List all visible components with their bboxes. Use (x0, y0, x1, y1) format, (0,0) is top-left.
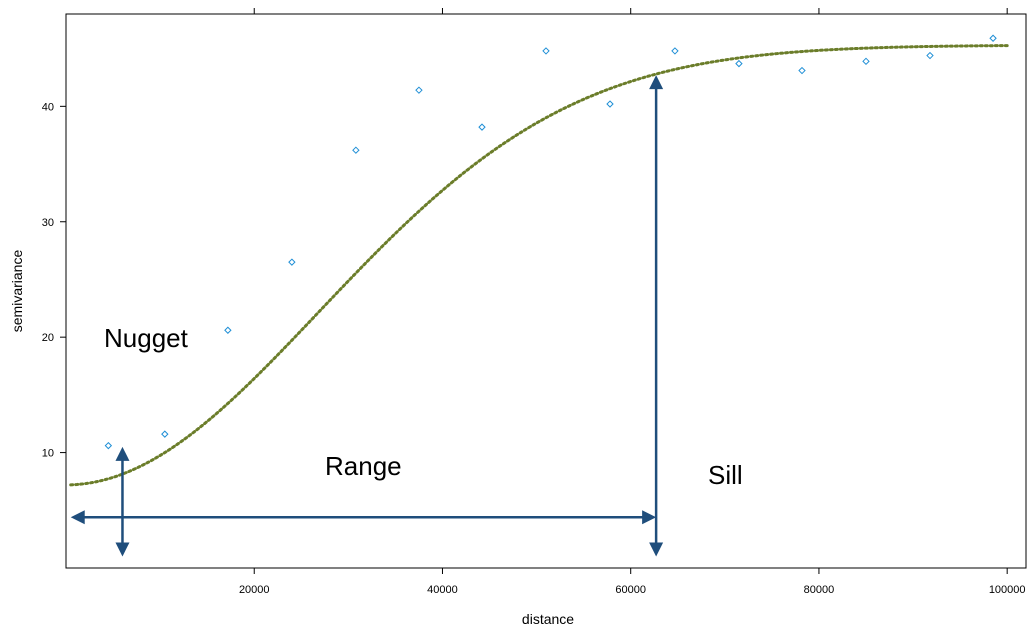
fitted-curve-layer (69, 44, 1009, 487)
data-point (542, 47, 550, 55)
y-tick-label: 40 (42, 101, 54, 113)
data-points-layer (104, 34, 997, 450)
data-point (798, 66, 806, 75)
data-point (862, 57, 870, 66)
data-point (478, 123, 486, 131)
x-tick-label: 60000 (615, 584, 646, 596)
nugget-label: Nugget (104, 323, 189, 353)
y-axis-title: semivariance (9, 250, 25, 333)
annotation-arrows-layer (70, 75, 664, 557)
fitted-model-curve (69, 44, 1009, 487)
data-point (352, 146, 360, 154)
data-point (161, 430, 169, 438)
x-tick-label: 40000 (427, 584, 458, 596)
data-point (606, 100, 614, 108)
x-axis-title: distance (522, 611, 574, 627)
sill-arrow-head-bottom (649, 542, 664, 557)
range-arrow-head-left (70, 510, 85, 525)
sill-arrow-head-top (649, 75, 664, 90)
data-point (288, 258, 296, 266)
x-axis: 20000 40000 60000 80000 100000 (239, 8, 1026, 596)
nugget-arrow-head-bottom (115, 542, 130, 557)
range-label: Range (325, 451, 402, 481)
y-axis: 10 20 30 40 (42, 101, 66, 460)
y-tick-label: 10 (42, 448, 54, 460)
x-tick-label: 80000 (804, 584, 835, 596)
sill-label: Sill (708, 460, 743, 490)
data-point (224, 326, 232, 334)
y-tick-label: 30 (42, 217, 54, 229)
data-point (989, 34, 997, 42)
nugget-arrow-head-top (115, 446, 130, 461)
y-tick-label: 20 (42, 332, 54, 344)
data-point (926, 51, 934, 60)
data-point (415, 86, 423, 94)
data-point (735, 59, 743, 68)
range-arrow-head-right (642, 510, 657, 525)
data-point (671, 47, 679, 55)
x-tick-label: 20000 (239, 584, 270, 596)
x-tick-label: 100000 (989, 584, 1026, 596)
plot-frame (65, 13, 1027, 569)
data-point (104, 441, 113, 450)
